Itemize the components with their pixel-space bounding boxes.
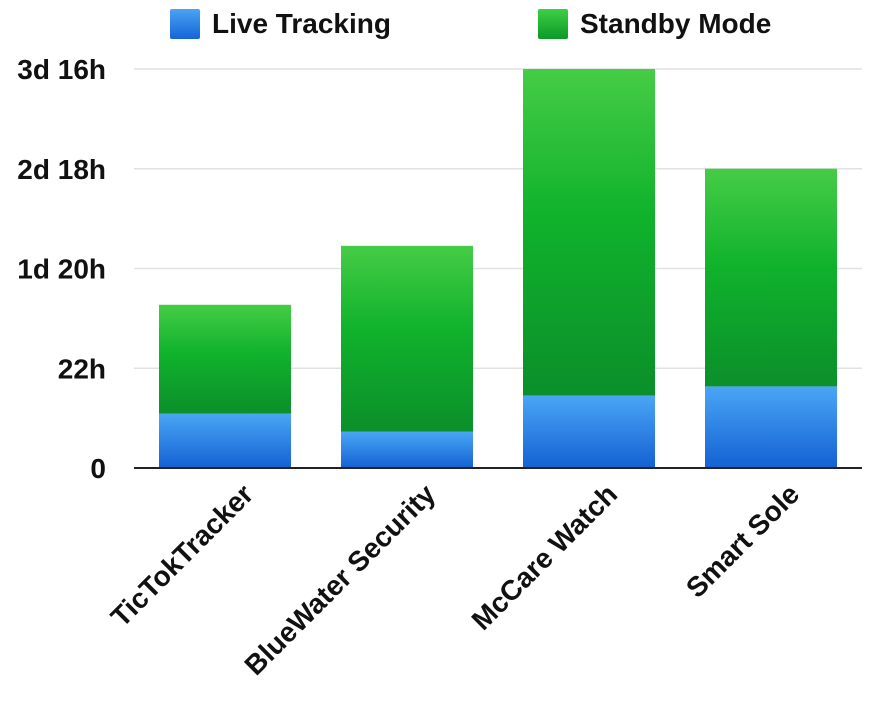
x-tick-label: Smart Sole [680, 478, 805, 603]
bar-segment-standby-mode-3 [705, 168, 837, 387]
chart-legend: Live Tracking Standby Mode [0, 6, 875, 46]
bars [159, 69, 837, 468]
y-tick-label: 3d 16h [17, 54, 106, 85]
bar-segment-live-tracking-2 [523, 395, 655, 468]
y-tick-label: 0 [90, 453, 106, 484]
legend-swatch-standby-mode [538, 9, 568, 39]
bar-segment-live-tracking-0 [159, 413, 291, 468]
bar-segment-live-tracking-1 [341, 431, 473, 468]
x-tick-label: BlueWater Security [239, 478, 442, 681]
x-tick-label: McCare Watch [466, 478, 624, 636]
y-tick-label: 2d 18h [17, 154, 106, 185]
x-tick-label: TicTokTracker [105, 478, 259, 632]
legend-swatch-live-tracking [170, 9, 200, 39]
legend-label-live-tracking: Live Tracking [212, 8, 391, 39]
bar-segment-standby-mode-1 [341, 245, 473, 432]
legend-item-live-tracking: Live Tracking [170, 8, 391, 40]
y-tick-label: 22h [58, 353, 106, 384]
bar-segment-standby-mode-2 [523, 69, 655, 396]
legend-item-standby-mode: Standby Mode [538, 8, 771, 40]
y-tick-label: 1d 20h [17, 254, 106, 285]
legend-label-standby-mode: Standby Mode [580, 8, 772, 39]
bar-segment-live-tracking-3 [705, 386, 837, 468]
bar-segment-standby-mode-0 [159, 304, 291, 414]
